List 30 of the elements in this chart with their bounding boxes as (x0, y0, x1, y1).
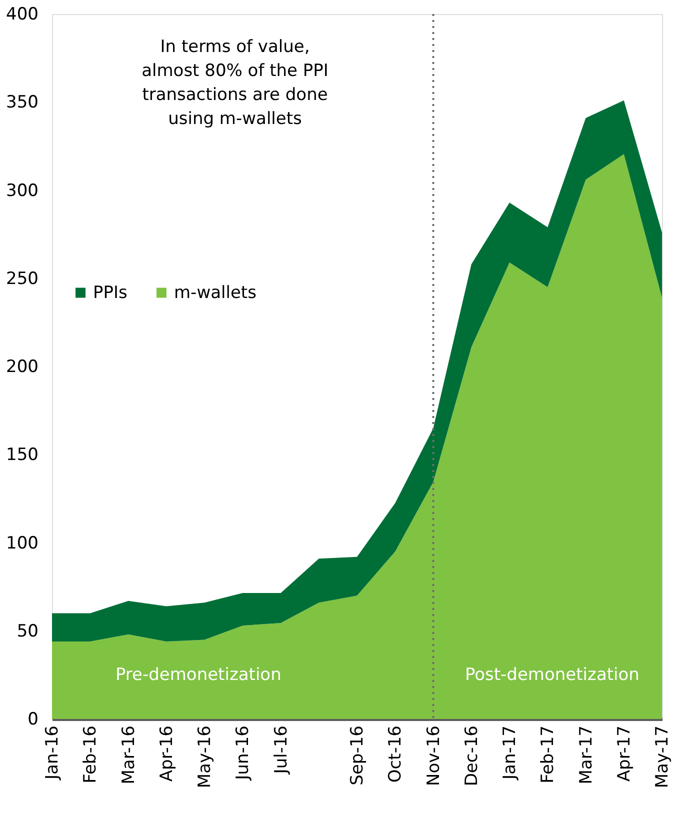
y-tick-label: 250 (6, 268, 38, 289)
x-tick-label: Nov-16 (424, 726, 444, 786)
y-tick-label: 100 (6, 533, 38, 554)
x-tick-label: Sep-16 (348, 726, 368, 786)
x-tick-label: Feb-17 (538, 726, 558, 784)
y-tick-label: 200 (6, 357, 38, 377)
y-tick-label: 400 (6, 4, 38, 24)
x-tick-label: May-17 (652, 726, 672, 788)
x-tick-label: Mar-16 (118, 726, 139, 784)
x-tick-label: Apr-16 (156, 726, 177, 782)
x-tick-label: Mar-17 (576, 726, 596, 784)
annotation: Pre-demonetization (115, 665, 282, 685)
x-tick-label: Jun-16 (233, 726, 254, 781)
y-tick-label: 50 (16, 621, 38, 642)
legend-label: PPIs (93, 282, 128, 303)
annotation: In terms of value, almost 80% of the PPI transactions are done using m-wallets (142, 37, 328, 129)
y-tick-label: 150 (6, 445, 38, 466)
x-tick-label: Jan-17 (500, 726, 520, 780)
x-tick-label: Oct-16 (386, 726, 406, 783)
x-tick-label: Apr-17 (614, 726, 634, 782)
x-tick-label: Feb-16 (80, 726, 101, 784)
x-tick-label: Jul-16 (271, 726, 292, 775)
legend-label: m-wallets (174, 282, 257, 303)
annotation: Post-demonetization (464, 665, 640, 685)
y-tick-label: 350 (6, 92, 38, 113)
y-tick-label: 300 (6, 180, 38, 201)
x-tick-label: Dec-16 (462, 726, 482, 786)
y-tick-label: 0 (28, 710, 38, 730)
x-tick-label: May-16 (195, 726, 215, 788)
x-tick-label: Jan-16 (42, 726, 62, 780)
